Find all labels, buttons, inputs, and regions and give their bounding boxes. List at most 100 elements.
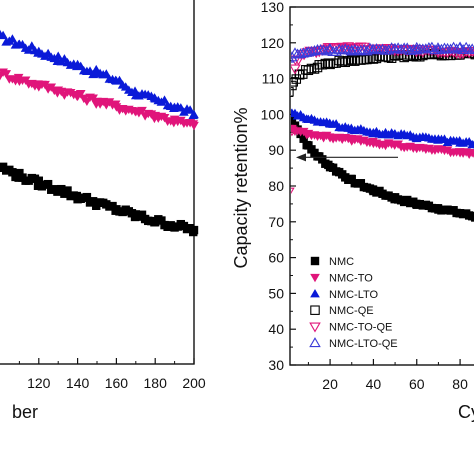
right-data-point [291, 64, 301, 75]
right-y-tick-label: 100 [261, 106, 285, 122]
left-data-point [7, 34, 18, 43]
right-data-point [336, 44, 348, 55]
left-data-point [189, 225, 199, 235]
left-x-tick-label: 120 [27, 375, 51, 391]
right-data-point [368, 54, 379, 64]
right-y-tick-label: 60 [268, 250, 284, 266]
right-data-point [291, 187, 295, 195]
left-data-point [189, 121, 199, 131]
right-x-tick-label: 40 [366, 376, 382, 392]
right-data-point [318, 155, 327, 164]
left-x-axis-label: ber [12, 402, 38, 422]
right-data-point [291, 56, 295, 63]
left-series-1 [0, 68, 199, 131]
right-data-point [334, 55, 344, 66]
left-data-point [137, 210, 147, 219]
right-data-point [325, 59, 335, 70]
left-data-point [0, 30, 8, 40]
left-data-point [82, 192, 92, 202]
left-data-point [75, 90, 86, 99]
right-data-layer [291, 41, 474, 222]
left-data-point [8, 168, 17, 177]
left-data-point [15, 168, 24, 178]
right-data-point [303, 65, 314, 76]
right-data-point [299, 134, 308, 143]
right-y-tick-label: 70 [268, 214, 284, 230]
right-y-axis-label: Capacity retention% [231, 107, 251, 268]
right-data-point [470, 140, 474, 147]
right-series-nmc-to [291, 124, 474, 160]
right-data-point [367, 44, 380, 55]
right-data-point [447, 41, 460, 52]
right-data-point [355, 44, 367, 55]
right-data-point [450, 43, 463, 54]
left-data-point [57, 184, 66, 194]
right-data-point [291, 77, 298, 87]
left-data-point [130, 86, 140, 95]
right-data-point [349, 43, 361, 54]
right-series-nmc-lto [291, 108, 474, 149]
left-x-tick-label: 180 [144, 375, 168, 391]
legend-label: NMC-QE [329, 305, 374, 317]
left-data-point [43, 179, 53, 189]
left-data-point [1, 70, 12, 79]
right-data-point [471, 213, 474, 222]
right-data-point [320, 45, 333, 56]
right-series-nmc-lto-qe [291, 41, 474, 63]
left-chart-panel: 120 140 160 180 200 ber [0, 0, 206, 422]
right-data-point [350, 56, 360, 66]
left-x-tick-label: 160 [105, 375, 129, 391]
right-data-point [345, 44, 358, 55]
legend-label: NMC-TO [329, 272, 373, 284]
right-y-tick-label: 30 [268, 357, 284, 373]
right-x-tick-label: 80 [452, 376, 468, 392]
left-data-point [101, 69, 112, 78]
left-x-tick-label: 200 [182, 375, 206, 391]
right-data-point [365, 54, 375, 64]
left-x-tick-label: 140 [66, 375, 90, 391]
right-y-tick-label: 120 [261, 35, 285, 51]
right-data-point [389, 43, 401, 54]
right-x-tick-label: 20 [322, 376, 338, 392]
right-data-point [470, 151, 474, 159]
legend-label: NMC-LTO [329, 289, 379, 301]
left-data-point [40, 80, 50, 90]
left-data-point [91, 64, 102, 74]
right-data-point [468, 212, 474, 221]
right-data-point [291, 126, 298, 137]
right-data-point [435, 43, 448, 54]
left-data-point [159, 95, 170, 104]
right-data-point [467, 148, 474, 158]
right-y-tick-label: 90 [268, 142, 284, 158]
right-data-point [323, 58, 334, 68]
right-data-point [340, 57, 350, 68]
right-data-point [308, 45, 321, 56]
right-data-point [331, 58, 341, 68]
right-data-point [466, 43, 474, 54]
right-y-tick-label: 50 [268, 285, 284, 301]
right-data-point [410, 41, 423, 52]
right-data-point [359, 54, 369, 65]
right-data-point [373, 44, 386, 55]
right-y-tick-label: 110 [262, 71, 285, 87]
right-x-tick-label: 60 [409, 376, 425, 392]
right-y-tick-label: 40 [268, 321, 284, 337]
right-series-nmc [291, 110, 474, 222]
legend-label: NMC-LTO-QE [329, 338, 398, 350]
right-data-point [410, 44, 423, 55]
right-x-axis-label: Cy [458, 402, 474, 422]
right-data-point [345, 43, 358, 54]
legend-marker [309, 337, 321, 348]
left-series-2 [0, 162, 199, 237]
left-data-point [189, 109, 199, 119]
right-data-point [460, 41, 472, 52]
legend-label: NMC-TO-QE [329, 322, 392, 334]
legend-label: NMC [329, 256, 354, 268]
left-series-0 [0, 29, 199, 120]
legend-marker [310, 288, 320, 298]
right-data-point [336, 42, 348, 53]
left-data-point [185, 105, 195, 114]
left-data-point [137, 106, 147, 116]
right-data-point [392, 42, 404, 53]
